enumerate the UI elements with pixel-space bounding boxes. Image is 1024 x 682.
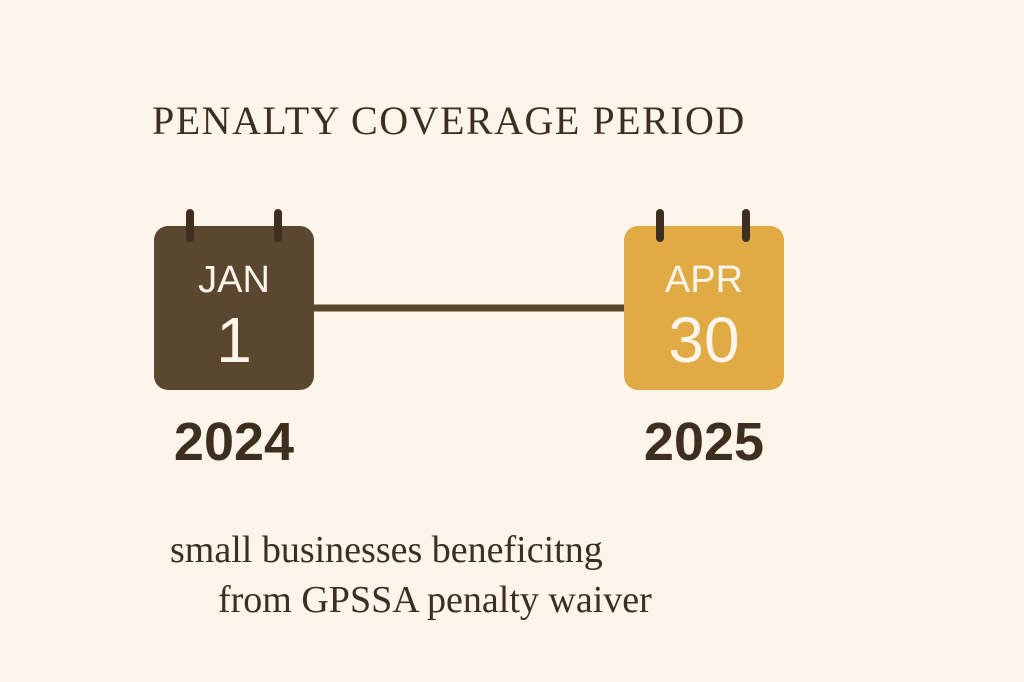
start-calendar: JAN 1 bbox=[154, 209, 314, 390]
end-calendar: APR 30 bbox=[624, 209, 784, 390]
start-month: JAN bbox=[198, 259, 270, 301]
caption-line: from GPSSA penalty waiver bbox=[218, 579, 652, 621]
start-day: 1 bbox=[216, 304, 252, 376]
end-day: 30 bbox=[668, 304, 739, 376]
title: PENALTY COVERAGE PERIOD bbox=[152, 98, 746, 143]
start-year: 2024 bbox=[174, 412, 294, 472]
end-month: APR bbox=[665, 259, 743, 301]
calendar-body bbox=[624, 226, 784, 390]
calendar-body bbox=[154, 226, 314, 390]
caption-line: small businesses beneficitng bbox=[170, 529, 603, 571]
end-year: 2025 bbox=[644, 412, 764, 472]
